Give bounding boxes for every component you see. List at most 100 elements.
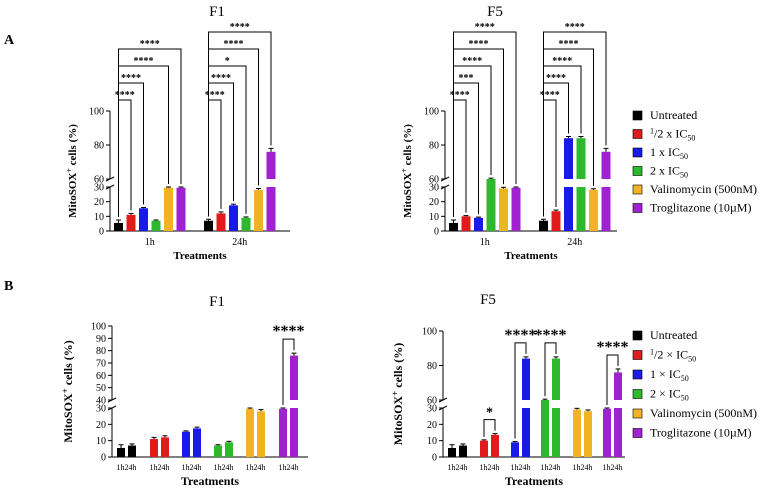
chart-a-f1-sig-bracket <box>208 31 272 217</box>
chart-b-f5-xtick-label: 1h24h <box>603 463 623 472</box>
chart-b-f1-pair2-0-bar <box>182 431 190 457</box>
chart-b-f1-xtick-label: 1h24h <box>214 463 234 472</box>
chart-b-f5-ytick-label: 20 <box>427 420 437 431</box>
chart-a-f1-sig-label: **** <box>211 73 231 84</box>
chart-b-f1-xtick-label: 1h24h <box>246 463 266 472</box>
chart-b-f5-ytick-label: 0 <box>432 453 437 464</box>
chart-b-f5-sig-bracket <box>514 342 527 439</box>
chart-b-f1-pair1-1-bar <box>161 437 169 457</box>
chart-a-f1-ytick-label: 0 <box>99 227 104 238</box>
chart-b-f5-pair5-0-bar <box>603 408 611 457</box>
legend-top-label-valino: Valinomycin (500nM) <box>650 182 757 196</box>
chart-b-f1-ytick-label: 10 <box>96 436 106 447</box>
chart-b-f1-sig-bracket <box>282 338 295 405</box>
chart-b-f5-sig-bracket <box>483 419 496 437</box>
chart-b-f5-ylabel: MitoSOX+ cells (%) <box>390 343 405 445</box>
chart-a-f5-24h-s0-bar <box>539 220 548 231</box>
chart-b-f5-xtick-label: 1h24h <box>480 463 500 472</box>
legend-bottom: Untreated 1/2 × IC50 1 × IC50 2 × IC50 Valin… <box>632 328 757 440</box>
legend-bottom-swatch-one <box>632 369 643 380</box>
chart-a-f5-sig-bracket <box>543 65 582 217</box>
chart-b-f5-xtick-label: 1h24h <box>541 463 561 472</box>
legend-top-swatch-troglit <box>632 203 643 213</box>
chart-b-f5-pair3-0-bar <box>541 400 549 457</box>
chart-b-f5-ytick-label: 60 <box>427 396 437 407</box>
chart-b-f5-ytick-label: 80 <box>427 361 437 372</box>
chart-a-f5-ytick-label: 100 <box>424 107 439 118</box>
chart-b-f1-xtick-label: 1h24h <box>182 463 202 472</box>
chart-a-f5-xtick-label: 1h <box>480 237 490 248</box>
chart-b-f5-sig-bracket <box>606 354 619 405</box>
legend-top-swatch-half <box>632 129 643 139</box>
chart-b-f5-pair4-1-bar <box>584 411 592 457</box>
chart-a-f5-sig-bracket <box>453 31 517 217</box>
chart-b-f5-sig-bracket <box>544 342 557 397</box>
chart-title-b-f1: F1 <box>209 294 225 310</box>
chart-a-f5-sig-label: **** <box>559 39 579 50</box>
legend-top-label-one: 1 x IC50 <box>650 145 688 161</box>
chart-b-f5-pair5-1-bar <box>614 372 622 400</box>
chart-b-f5-xtick-label: 1h24h <box>448 463 468 472</box>
legend-bottom-swatch-troglit <box>632 428 643 438</box>
chart-b-f5-pair4-0-bar <box>573 409 581 457</box>
chart-b-f5-ytick-label: 10 <box>427 436 437 447</box>
chart-a-f1-sig-label: **** <box>205 90 225 101</box>
legend-bottom-label-valino: Valinomycin (500nM) <box>650 406 757 420</box>
legend-top-swatch-valino <box>632 184 643 195</box>
chart-b-f1-pair3-1-bar <box>225 442 233 457</box>
chart-b-f1-ytick-label: 50 <box>96 383 106 394</box>
chart-a-f5-ytick-label: 30 <box>429 183 439 194</box>
chart-a-f1-ytick-label: 100 <box>89 107 104 118</box>
chart-a-f5-24h-s2-bar <box>564 187 573 231</box>
chart-b-f5-pair1-1-bar <box>491 434 499 457</box>
legend-top: Untreated 1/2 x IC50 1 x IC50 2 x IC50 Valin… <box>632 108 757 215</box>
chart-b-f1-pair4-1-bar <box>257 411 265 457</box>
chart-b-f5-pair1-0-bar <box>480 440 488 457</box>
chart-a-f5-1h-s1-bar <box>461 216 471 231</box>
chart-b-f1-ytick-label: 100 <box>91 322 106 333</box>
chart-a-f1-24h-s0-bar <box>204 220 213 231</box>
chart-a-f5-sig-label: **** <box>469 39 489 50</box>
chart-b-f1-ytick-label: 60 <box>96 371 106 382</box>
chart-b-f5-pair2-1-bar <box>522 408 530 457</box>
chart-a-f1-sig-label: **** <box>121 73 141 84</box>
chart-a-f5-sig-bracket <box>453 65 492 217</box>
legend-bottom-swatch-half <box>632 350 643 360</box>
chart-a-f1-24h-s4-bar <box>254 189 263 231</box>
legend-bottom-swatch-valino <box>632 408 643 419</box>
chart-a-f5-sig-label: **** <box>450 90 470 101</box>
chart-a-f1-sig-label: * <box>225 56 230 67</box>
chart-a-f5-sig-label: **** <box>552 56 572 67</box>
chart-title-a-f1: F1 <box>209 4 225 20</box>
chart-b-f1-pair5-1-bar <box>290 408 298 457</box>
chart-b-f5-xtick-label: 1h24h <box>511 463 531 472</box>
chart-a-f1-sig-label: **** <box>224 39 244 50</box>
chart-a-f1-1h-s2-bar <box>139 208 148 231</box>
chart-a-f1-24h-s1-bar <box>216 213 226 231</box>
chart-a-f1-xlabel: Treatments <box>173 250 227 262</box>
chart-a-f5-sig-label: **** <box>565 22 585 33</box>
chart-b-f5-ytick-label: 100 <box>422 327 437 338</box>
chart-a-f5-24h-s1-bar <box>551 211 561 231</box>
chart-b-f5-xlabel: Treatments <box>505 474 564 488</box>
chart-a-f1-ylabel: MitoSOX+ cells (%) <box>65 124 79 218</box>
chart-b-f5-ytick-label: 30 <box>427 404 437 415</box>
chart-b-f1-ytick-label: 90 <box>96 334 106 345</box>
chart-b-f1-ylabel: MitoSOX+ cells (%) <box>60 340 75 442</box>
legend-top-swatch-one <box>632 147 643 158</box>
chart-a-f5-24h-s3-bar <box>576 187 586 231</box>
chart-b-f5-sig-label: **** <box>535 327 567 344</box>
chart-a-f1-sig-label: **** <box>115 90 135 101</box>
chart-a-f1-1h-s0-bar <box>114 222 123 231</box>
chart-a-f1-sig-bracket <box>118 48 182 217</box>
chart-b-f1-ytick-label: 0 <box>101 453 106 464</box>
chart-b-f5-sig-label: **** <box>505 327 537 344</box>
chart-a-f5-sig-label: *** <box>459 73 474 84</box>
chart-b-f5-pair3-1-bar <box>552 408 560 457</box>
chart-b-f1-xlabel: Treatments <box>181 474 240 488</box>
chart-b-f5-sig-label: * <box>486 406 493 421</box>
